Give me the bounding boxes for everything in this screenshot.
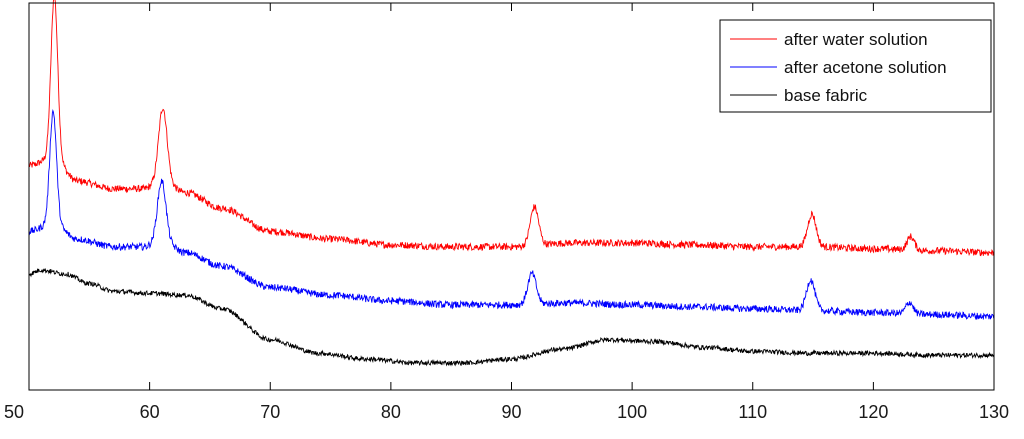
series-layer [28, 0, 995, 367]
x-tick-label-70: 70 [260, 402, 280, 422]
legend-entry-water: after water solution [730, 30, 928, 49]
x-tick-label-90: 90 [501, 402, 521, 422]
x-tick-label-50: 50 [4, 402, 24, 422]
x-tick-label-80: 80 [381, 402, 401, 422]
legend-label-acetone: after acetone solution [784, 58, 947, 77]
plot-frame [28, 2, 995, 391]
x-tick-label-100: 100 [617, 402, 647, 422]
series-line-after-water-solution [28, 0, 995, 257]
ticks-layer: 50 60 70 80 90 100 110 120 130 [4, 3, 1009, 422]
series-line-after-acetone-solution [28, 109, 995, 321]
legend-entry-acetone: after acetone solution [730, 58, 947, 77]
x-tick-label-60: 60 [140, 402, 160, 422]
x-tick-label-110: 110 [738, 402, 767, 422]
legend-label-water: after water solution [784, 30, 928, 49]
legend-box [719, 19, 992, 113]
series-line-base-fabric [28, 268, 995, 367]
legend-label-base: base fabric [784, 86, 868, 105]
legend-entry-base: base fabric [730, 86, 868, 105]
x-tick-label-120: 120 [858, 402, 888, 422]
x-tick-label-130: 130 [979, 402, 1009, 422]
legend: after water solution after acetone solut… [719, 19, 992, 113]
